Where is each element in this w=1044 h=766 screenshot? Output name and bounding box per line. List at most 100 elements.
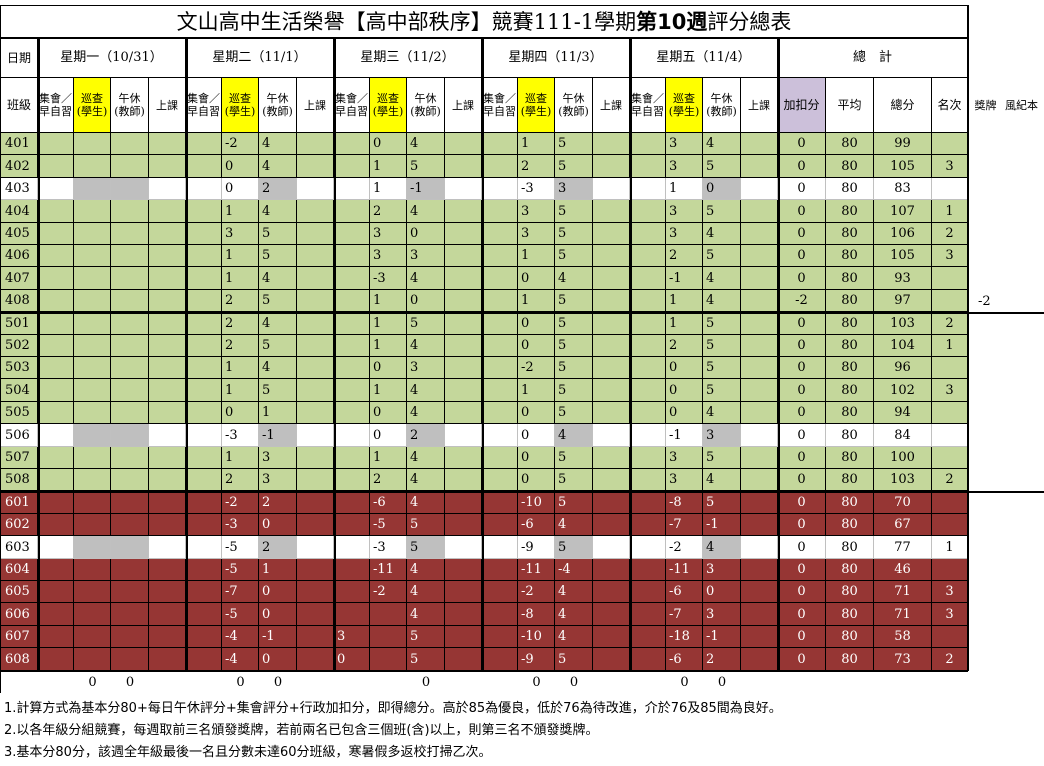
score-cell[interactable] xyxy=(445,379,482,402)
rank-cell[interactable]: 3 xyxy=(932,379,968,402)
rank-cell[interactable]: 2 xyxy=(932,312,968,335)
score-cell[interactable]: 5 xyxy=(555,312,593,335)
award-cell[interactable] xyxy=(968,402,1003,424)
score-cell[interactable] xyxy=(186,469,222,491)
total-cell[interactable]: 94 xyxy=(874,402,932,424)
score-cell[interactable] xyxy=(186,536,222,559)
score-cell[interactable] xyxy=(482,335,518,357)
score-cell[interactable] xyxy=(38,559,74,581)
avg-cell[interactable]: 80 xyxy=(826,424,874,447)
score-cell[interactable]: -3 xyxy=(370,536,407,559)
score-cell[interactable]: 4 xyxy=(407,603,445,626)
score-cell[interactable]: -11 xyxy=(370,559,407,581)
score-cell[interactable] xyxy=(593,469,630,491)
score-cell[interactable] xyxy=(74,402,111,424)
rank-cell[interactable] xyxy=(932,514,968,536)
score-cell[interactable]: -6 xyxy=(370,491,407,514)
score-cell[interactable] xyxy=(74,379,111,402)
score-cell[interactable] xyxy=(186,357,222,379)
score-cell[interactable] xyxy=(593,581,630,603)
score-cell[interactable]: 4 xyxy=(407,379,445,402)
score-cell[interactable]: 3 xyxy=(259,469,297,491)
score-cell[interactable] xyxy=(741,648,778,671)
score-cell[interactable]: 5 xyxy=(259,290,297,312)
score-cell[interactable] xyxy=(741,379,778,402)
score-cell[interactable]: 4 xyxy=(259,155,297,178)
total-cell[interactable]: 103 xyxy=(874,312,932,335)
score-cell[interactable] xyxy=(593,626,630,648)
score-cell[interactable]: 3 xyxy=(370,223,407,245)
score-cell[interactable] xyxy=(74,335,111,357)
score-cell[interactable] xyxy=(38,603,74,626)
score-cell[interactable]: 5 xyxy=(407,626,445,648)
score-cell[interactable] xyxy=(149,514,186,536)
score-cell[interactable] xyxy=(297,290,334,312)
score-cell[interactable] xyxy=(741,245,778,267)
score-cell[interactable] xyxy=(186,379,222,402)
score-cell[interactable] xyxy=(445,357,482,379)
score-cell[interactable] xyxy=(482,581,518,603)
score-cell[interactable] xyxy=(630,379,666,402)
score-cell[interactable]: 3 xyxy=(666,133,703,155)
score-cell[interactable]: 5 xyxy=(555,536,593,559)
score-cell[interactable]: 3 xyxy=(666,447,703,469)
score-cell[interactable] xyxy=(741,357,778,379)
score-cell[interactable] xyxy=(74,424,111,447)
score-cell[interactable] xyxy=(630,559,666,581)
bonus-cell[interactable]: 0 xyxy=(778,581,826,603)
score-cell[interactable] xyxy=(74,312,111,335)
score-cell[interactable] xyxy=(149,223,186,245)
score-cell[interactable] xyxy=(297,357,334,379)
score-cell[interactable] xyxy=(297,648,334,671)
score-cell[interactable]: 4 xyxy=(407,402,445,424)
score-cell[interactable]: 3 xyxy=(666,469,703,491)
score-cell[interactable]: 4 xyxy=(555,424,593,447)
rank-cell[interactable] xyxy=(932,133,968,155)
score-cell[interactable]: 2 xyxy=(370,200,407,223)
score-cell[interactable] xyxy=(741,155,778,178)
score-cell[interactable] xyxy=(334,447,370,469)
bonus-cell[interactable]: 0 xyxy=(778,379,826,402)
bonus-cell[interactable]: 0 xyxy=(778,514,826,536)
score-cell[interactable]: 0 xyxy=(222,178,259,200)
score-cell[interactable]: -5 xyxy=(222,536,259,559)
score-cell[interactable] xyxy=(186,155,222,178)
score-cell[interactable] xyxy=(630,312,666,335)
score-cell[interactable] xyxy=(297,223,334,245)
score-cell[interactable] xyxy=(630,536,666,559)
award-cell[interactable]: -2 xyxy=(978,293,991,309)
score-cell[interactable] xyxy=(593,357,630,379)
score-cell[interactable] xyxy=(630,491,666,514)
score-cell[interactable]: 3 xyxy=(370,245,407,267)
score-cell[interactable] xyxy=(149,155,186,178)
score-cell[interactable] xyxy=(630,424,666,447)
score-cell[interactable] xyxy=(186,178,222,200)
score-cell[interactable] xyxy=(593,223,630,245)
score-cell[interactable]: -4 xyxy=(222,626,259,648)
rank-cell[interactable] xyxy=(932,559,968,581)
score-cell[interactable] xyxy=(482,469,518,491)
score-cell[interactable] xyxy=(334,581,370,603)
score-cell[interactable] xyxy=(38,245,74,267)
award-cell[interactable] xyxy=(968,424,1003,447)
score-cell[interactable]: 4 xyxy=(555,626,593,648)
score-cell[interactable]: 0 xyxy=(518,447,555,469)
total-cell[interactable]: 70 xyxy=(874,491,932,514)
rank-cell[interactable] xyxy=(932,491,968,514)
score-cell[interactable] xyxy=(741,447,778,469)
score-cell[interactable] xyxy=(334,491,370,514)
score-cell[interactable] xyxy=(445,491,482,514)
award-cell[interactable] xyxy=(968,447,1003,469)
score-cell[interactable] xyxy=(297,581,334,603)
score-cell[interactable] xyxy=(370,626,407,648)
score-cell[interactable]: 2 xyxy=(259,178,297,200)
score-cell[interactable]: -3 xyxy=(222,514,259,536)
score-cell[interactable]: 4 xyxy=(407,335,445,357)
score-cell[interactable] xyxy=(186,648,222,671)
score-cell[interactable] xyxy=(297,267,334,290)
score-cell[interactable] xyxy=(334,357,370,379)
score-cell[interactable]: 1 xyxy=(518,290,555,312)
score-cell[interactable] xyxy=(111,559,149,581)
avg-cell[interactable]: 80 xyxy=(826,379,874,402)
score-cell[interactable]: -1 xyxy=(666,424,703,447)
